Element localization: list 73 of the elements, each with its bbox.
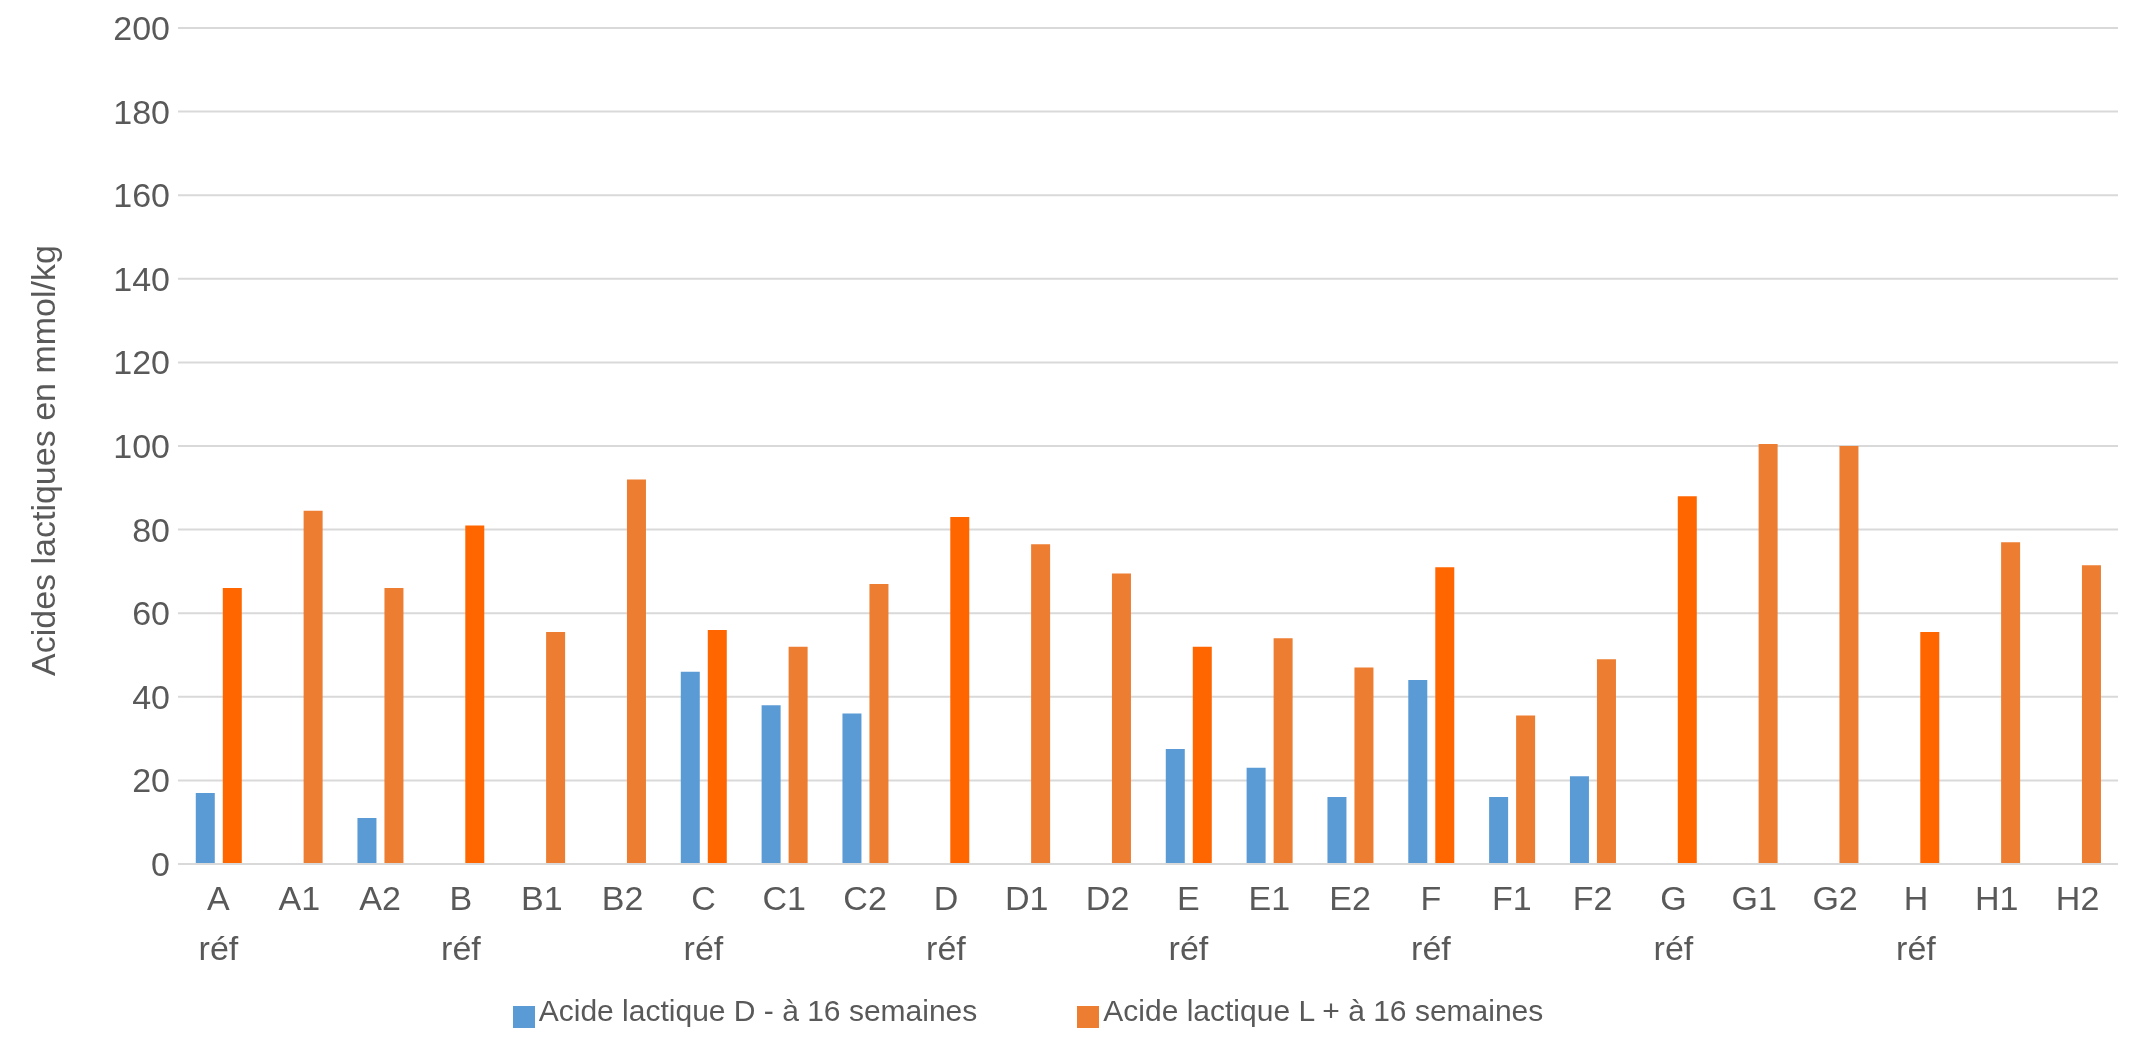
x-tick-label: H2 bbox=[2055, 879, 2100, 917]
x-tick-label: C2 bbox=[843, 879, 887, 917]
bar bbox=[465, 525, 485, 864]
legend-label: Acide lactique L + à 16 semaines bbox=[1103, 994, 1544, 1027]
x-tick-label: A1 bbox=[278, 879, 321, 917]
bar bbox=[761, 705, 781, 864]
bar bbox=[1165, 749, 1185, 864]
x-tick-label: B2 bbox=[601, 879, 644, 917]
x-tick-label: E1 bbox=[1248, 879, 1291, 917]
y-tick-label: 80 bbox=[132, 510, 170, 549]
bar bbox=[950, 517, 970, 864]
y-tick-label: 180 bbox=[113, 92, 170, 131]
x-tick-label: G1 bbox=[1731, 879, 1777, 917]
bar bbox=[1569, 776, 1589, 864]
bar bbox=[1192, 646, 1212, 864]
x-tick-label: E2 bbox=[1329, 879, 1371, 917]
x-tick-label: F réf bbox=[1411, 879, 1452, 967]
legend-label: Acide lactique D - à 16 semaines bbox=[538, 994, 978, 1027]
y-tick-label: 100 bbox=[113, 427, 170, 466]
y-tick-label: 20 bbox=[132, 761, 170, 800]
x-tick-label: C1 bbox=[762, 879, 806, 917]
x-tick-label: F1 bbox=[1491, 879, 1532, 917]
bar bbox=[788, 646, 808, 864]
bar bbox=[707, 629, 727, 864]
bar bbox=[1596, 659, 1616, 864]
bar bbox=[1273, 638, 1293, 864]
bar bbox=[1677, 496, 1697, 864]
bar bbox=[626, 479, 646, 864]
bar bbox=[1111, 573, 1131, 864]
x-tick-label: A2 bbox=[359, 879, 401, 917]
bar bbox=[1354, 667, 1374, 864]
x-tick-label: D1 bbox=[1005, 879, 1049, 917]
bar bbox=[546, 632, 566, 864]
x-tick-label: H1 bbox=[1975, 879, 2019, 917]
y-tick-label: 60 bbox=[132, 594, 170, 633]
bar bbox=[1489, 797, 1509, 864]
y-tick-label: 120 bbox=[113, 343, 170, 382]
bar bbox=[2081, 565, 2101, 864]
bar bbox=[1435, 567, 1455, 864]
y-tick-label: 200 bbox=[113, 9, 170, 48]
x-tick-label: E réf bbox=[1168, 879, 1209, 967]
bar bbox=[1839, 446, 1859, 864]
x-tick-label: D2 bbox=[1085, 879, 1130, 917]
x-tick-label: D réf bbox=[926, 879, 967, 967]
x-tick-label: F2 bbox=[1572, 879, 1613, 917]
x-tick-label: A réf bbox=[198, 879, 239, 967]
x-tick-label: C réf bbox=[683, 879, 724, 967]
bar bbox=[1408, 680, 1428, 864]
bar bbox=[842, 713, 862, 864]
bar bbox=[303, 510, 323, 864]
bar bbox=[1920, 632, 1940, 864]
y-tick-label: 40 bbox=[132, 677, 170, 716]
x-tick-label: G réf bbox=[1653, 879, 1694, 967]
bar bbox=[1516, 715, 1536, 864]
y-tick-label: 0 bbox=[151, 845, 170, 884]
bar bbox=[2001, 542, 2021, 864]
x-tick-label: H réf bbox=[1896, 879, 1937, 967]
bar bbox=[195, 792, 215, 864]
bar bbox=[1246, 767, 1266, 864]
x-tick-label: B réf bbox=[441, 879, 482, 967]
y-tick-label: 140 bbox=[113, 259, 170, 298]
y-tick-label: 160 bbox=[113, 176, 170, 215]
bar bbox=[680, 671, 700, 864]
bar bbox=[869, 583, 889, 864]
x-tick-label: G2 bbox=[1812, 879, 1858, 917]
y-axis-title: Acides lactiques en mmol/kg bbox=[24, 245, 63, 676]
bar bbox=[357, 818, 377, 864]
bar bbox=[1758, 443, 1778, 864]
bar bbox=[222, 588, 242, 864]
bar bbox=[1327, 797, 1347, 864]
x-tick-label: B1 bbox=[520, 879, 563, 917]
bar bbox=[384, 588, 404, 864]
bar bbox=[1031, 544, 1051, 864]
